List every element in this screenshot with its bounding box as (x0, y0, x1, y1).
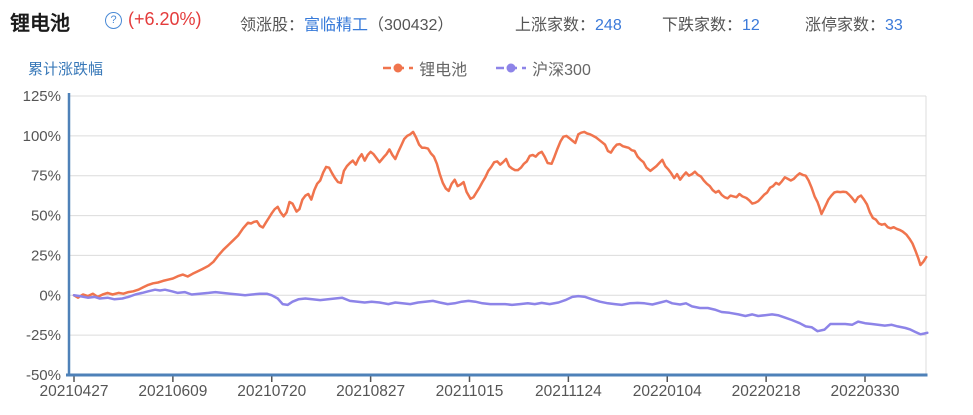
stat-decliners: 下跌家数：12 (662, 11, 760, 35)
help-icon[interactable]: ? (105, 12, 122, 29)
x-tick-label: 20220218 (732, 383, 801, 400)
leader-stock-code: （300432） (368, 17, 454, 34)
y-tick-label: 25% (31, 247, 61, 264)
page-title: 锂电池 (10, 13, 70, 35)
legend-item-benchmark[interactable]: 沪深300 (495, 56, 591, 80)
y-tick-label: 75% (31, 168, 61, 185)
y-tick-label: 0% (39, 287, 61, 304)
leader-stock-group: 领涨股：富临精工（300432） (240, 11, 453, 35)
legend-item-sector[interactable]: 锂电池 (382, 56, 467, 80)
chart-legend: 锂电池 沪深300 (0, 56, 973, 80)
series-line-benchmark (72, 288, 929, 336)
x-tick-label: 20211015 (436, 383, 504, 400)
legend-label-benchmark: 沪深300 (532, 62, 591, 79)
x-tick-label: 20220330 (831, 383, 900, 400)
y-axis-title: 累计涨跌幅 (28, 61, 104, 78)
y-tick-label: -50% (26, 367, 61, 384)
leader-stock-link[interactable]: 富临精工 (304, 17, 369, 34)
stat-decliners-label: 下跌家数： (662, 17, 743, 34)
sector-change-percent: (+6.20%) (128, 9, 202, 29)
stat-limit-up-value: 33 (885, 17, 903, 34)
stat-limit-up-label: 涨停家数： (805, 17, 886, 34)
x-tick-label: 20211124 (535, 383, 602, 400)
legend-label-sector: 锂电池 (419, 62, 468, 79)
stat-advancers-value: 248 (595, 17, 622, 34)
y-tick-label: -25% (26, 327, 61, 344)
legend-marker-benchmark-icon (496, 63, 527, 73)
stat-advancers: 上涨家数：248 (515, 11, 622, 35)
stat-limit-up: 涨停家数：33 (805, 11, 903, 35)
leader-stock-label: 领涨股： (240, 17, 305, 34)
stat-decliners-value: 12 (742, 17, 760, 34)
cumulative-change-line-chart: 125% 100% 75% 50% 25% 0% -25% -50%20210427 20210… (23, 88, 929, 400)
y-tick-label: 50% (31, 208, 61, 225)
x-tick-label: 20210720 (237, 383, 306, 400)
stat-advancers-label: 上涨家数： (515, 17, 596, 34)
x-tick-label: 20210827 (336, 383, 405, 400)
x-tick-label: 20220104 (633, 383, 702, 400)
y-tick-label: 125% (23, 88, 61, 105)
series-line-sector (72, 130, 928, 299)
x-tick-label: 20210427 (40, 383, 109, 400)
x-tick-label: 20210609 (138, 383, 207, 400)
legend-marker-sector-icon (383, 63, 414, 73)
y-tick-label: 100% (23, 128, 61, 145)
